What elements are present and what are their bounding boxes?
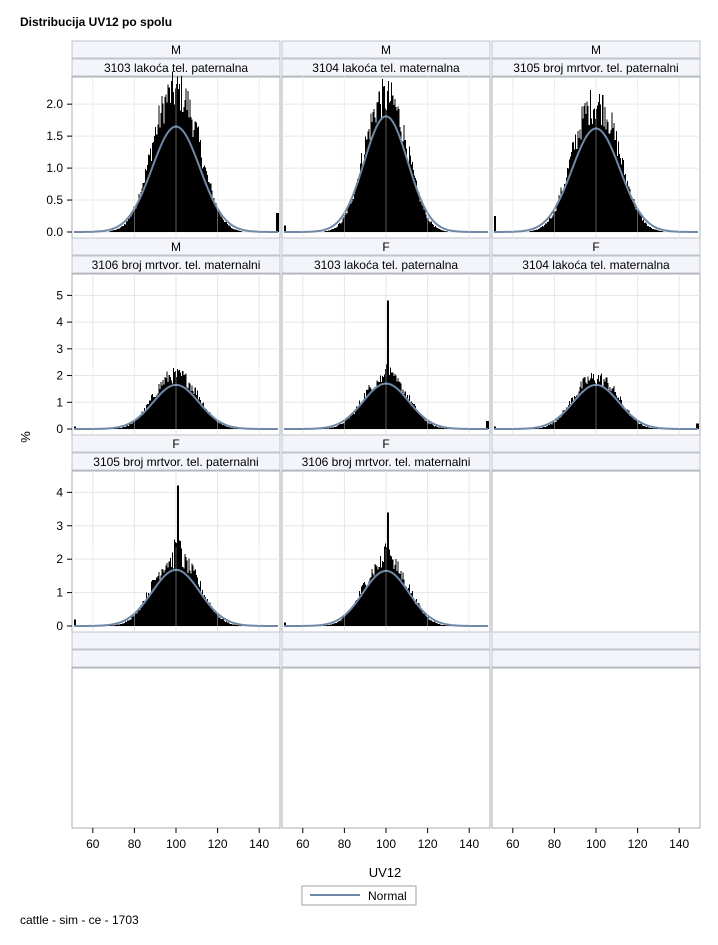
header-trait-box bbox=[71, 649, 281, 668]
y-tick-label: 2 bbox=[56, 552, 63, 566]
y-tick-label: 0.5 bbox=[46, 193, 63, 207]
x-tick-label: 60 bbox=[296, 837, 310, 851]
header-trait-box bbox=[281, 649, 491, 668]
header-trait-label: 3104 lakoća tel. maternalna bbox=[522, 258, 670, 272]
histogram-panel bbox=[284, 70, 488, 233]
header-sex-box bbox=[71, 631, 281, 650]
header-sex-label: F bbox=[172, 437, 179, 451]
panel-cell bbox=[281, 631, 491, 829]
header-sex-label: M bbox=[171, 43, 181, 57]
header-trait-label: 3104 lakoća tel. maternalna bbox=[312, 61, 460, 75]
histogram-panel bbox=[494, 367, 699, 430]
header-trait-box bbox=[281, 255, 491, 274]
header-trait-label: 3106 broj mrtvor. tel. maternalni bbox=[92, 258, 261, 272]
histogram-panel bbox=[74, 485, 278, 627]
panel-cell bbox=[491, 434, 701, 633]
x-tick-label: 120 bbox=[208, 837, 228, 851]
header-sex-box bbox=[491, 40, 701, 59]
x-tick-label: 140 bbox=[249, 837, 269, 851]
header-sex-label: M bbox=[171, 240, 181, 254]
header-trait-box bbox=[491, 649, 701, 668]
header-trait-box bbox=[71, 452, 281, 471]
x-tick-label: 80 bbox=[128, 837, 142, 851]
header-trait-label: 3103 lakoća tel. paternalna bbox=[104, 61, 248, 75]
histogram-panel bbox=[494, 87, 698, 233]
panel-cell bbox=[491, 631, 701, 829]
y-tick-label: 0 bbox=[56, 422, 63, 436]
header-trait-box bbox=[71, 255, 281, 274]
chart-title: Distribucija UV12 po spolu bbox=[20, 15, 173, 29]
y-tick-label: 4 bbox=[56, 315, 63, 329]
y-tick-label: 1.5 bbox=[46, 129, 63, 143]
plot-area bbox=[281, 667, 491, 829]
header-sex-label: F bbox=[382, 437, 389, 451]
y-tick-label: 1.0 bbox=[46, 161, 63, 175]
plot-area bbox=[491, 470, 701, 633]
x-tick-label: 80 bbox=[548, 837, 562, 851]
y-axis-label: % bbox=[18, 431, 33, 443]
header-sex-label: M bbox=[591, 43, 601, 57]
x-axis: 60 80 100 120 140 60 80 100 120 140 60 80 100 120 140 bbox=[86, 828, 690, 851]
header-trait-box bbox=[281, 452, 491, 471]
histogram-bars bbox=[494, 373, 699, 429]
header-trait-box bbox=[491, 452, 701, 471]
histogram-bars bbox=[321, 300, 489, 429]
header-trait-label: 3105 broj mrtvor. tel. paternalni bbox=[513, 61, 678, 75]
y-tick-label: 1 bbox=[56, 586, 63, 600]
y-tick-label: 3 bbox=[56, 342, 63, 356]
y-tick-label: 3 bbox=[56, 519, 63, 533]
header-sex-box bbox=[281, 40, 491, 59]
header-trait-box bbox=[71, 58, 281, 77]
header-sex-box bbox=[491, 434, 701, 453]
legend-normal-label: Normal bbox=[368, 889, 407, 903]
header-sex-label: F bbox=[592, 240, 599, 254]
x-tick-label: 120 bbox=[628, 837, 648, 851]
x-tick-label: 100 bbox=[586, 837, 606, 851]
histogram-panel bbox=[284, 300, 489, 430]
y-tick-label: 1 bbox=[56, 395, 63, 409]
plot-area bbox=[491, 667, 701, 829]
y-tick-label: 4 bbox=[56, 485, 63, 499]
histogram-bars bbox=[494, 89, 664, 232]
legend: Normal bbox=[301, 885, 417, 906]
histogram-panel bbox=[284, 512, 488, 627]
header-trait-box bbox=[491, 58, 701, 77]
y-tick-label: 2.0 bbox=[46, 97, 63, 111]
y-tick-label: 0 bbox=[56, 619, 63, 633]
header-trait-box bbox=[491, 255, 701, 274]
x-axis-label: UV12 bbox=[369, 865, 402, 880]
histogram-panel bbox=[74, 367, 278, 430]
header-trait-label: 3106 broj mrtvor. tel. maternalni bbox=[302, 455, 471, 469]
y-tick-label: 5 bbox=[56, 288, 63, 302]
x-tick-label: 100 bbox=[166, 837, 186, 851]
header-sex-box bbox=[491, 631, 701, 650]
x-tick-label: 140 bbox=[459, 837, 479, 851]
header-sex-label: F bbox=[382, 240, 389, 254]
y-tick-label: 2 bbox=[56, 369, 63, 383]
header-trait-label: 3103 lakoća tel. paternalna bbox=[314, 258, 458, 272]
x-tick-label: 140 bbox=[669, 837, 689, 851]
header-trait-label: 3105 broj mrtvor. tel. paternalni bbox=[93, 455, 258, 469]
y-tick-label: 0.0 bbox=[46, 225, 63, 239]
y-axis: 0.0 0.5 1.0 1.5 2.0 0 1 2 3 4 5 0 1 2 3 4 bbox=[46, 97, 72, 633]
header-sex-box bbox=[71, 40, 281, 59]
histogram-panel bbox=[74, 71, 279, 233]
x-tick-label: 80 bbox=[338, 837, 352, 851]
x-tick-label: 100 bbox=[376, 837, 396, 851]
panel-contents bbox=[72, 70, 700, 632]
histogram-bars bbox=[284, 512, 450, 626]
panel-cell bbox=[71, 631, 281, 829]
x-tick-label: 60 bbox=[506, 837, 520, 851]
plot-area bbox=[71, 667, 281, 829]
x-tick-label: 120 bbox=[418, 837, 438, 851]
footnote: cattle - sim - ce - 1703 bbox=[20, 913, 139, 927]
header-sex-label: M bbox=[381, 43, 391, 57]
header-sex-box bbox=[281, 631, 491, 650]
x-tick-label: 60 bbox=[86, 837, 100, 851]
